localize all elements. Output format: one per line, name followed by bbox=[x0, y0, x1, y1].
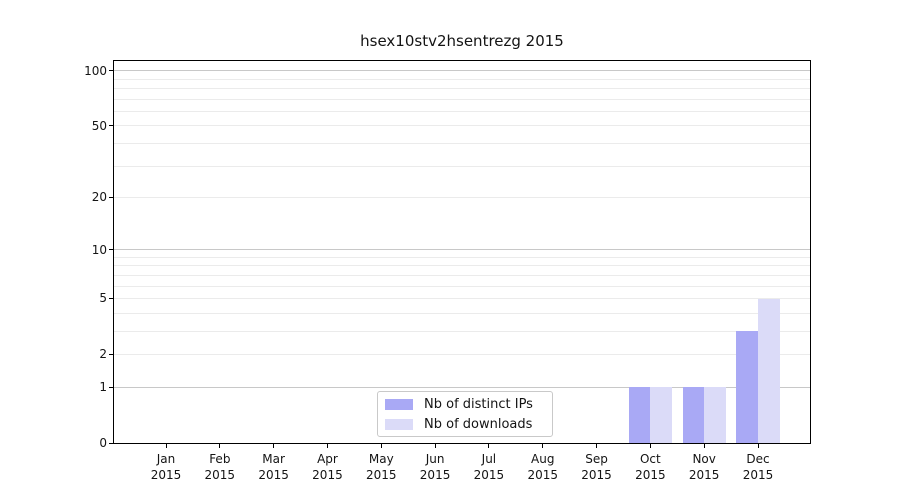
x-tick-month: Nov bbox=[692, 452, 716, 466]
gridline-minor-5 bbox=[114, 297, 810, 299]
bar-oct-downloads bbox=[650, 387, 672, 443]
x-tick-month: Mar bbox=[262, 452, 285, 466]
x-tick-mark-nov bbox=[703, 444, 705, 448]
x-tick-label-feb: Feb 2015 bbox=[190, 452, 250, 483]
gridline-minor-20 bbox=[114, 196, 810, 198]
x-tick-month: Sep bbox=[585, 452, 608, 466]
x-tick-year: 2015 bbox=[150, 467, 182, 482]
legend-label-downloads: Nb of downloads bbox=[424, 416, 533, 432]
y-tick-label-50: 50 bbox=[91, 118, 107, 133]
x-tick-label-sep: Sep 2015 bbox=[567, 452, 627, 483]
y-tick-mark-1 bbox=[109, 386, 113, 388]
x-tick-label-dec: Dec 2015 bbox=[728, 452, 788, 483]
x-tick-label-jun: Jun 2015 bbox=[405, 452, 465, 483]
gridline-minor-4 bbox=[114, 312, 810, 314]
bar-nov-distinct-ips bbox=[682, 387, 705, 443]
gridline-minor-80 bbox=[114, 88, 810, 90]
x-tick-label-jul: Jul 2015 bbox=[459, 452, 519, 483]
x-tick-mark-may bbox=[380, 444, 382, 448]
gridline-minor-7 bbox=[114, 274, 810, 276]
x-tick-mark-dec bbox=[757, 444, 759, 448]
y-tick-label-0: 0 bbox=[99, 436, 107, 450]
gridline-major-1 bbox=[114, 386, 810, 388]
y-tick-label-5: 5 bbox=[99, 291, 107, 306]
plot-area bbox=[113, 60, 811, 444]
x-tick-month: Feb bbox=[209, 452, 231, 466]
y-tick-mark-50 bbox=[109, 125, 113, 127]
x-tick-mark-mar bbox=[273, 444, 275, 448]
x-tick-year: 2015 bbox=[312, 467, 343, 482]
x-tick-month: Jun bbox=[425, 452, 445, 466]
x-tick-label-may: May 2015 bbox=[351, 452, 411, 483]
x-tick-mark-apr bbox=[326, 444, 328, 448]
x-tick-year: 2015 bbox=[473, 467, 505, 482]
y-tick-mark-10 bbox=[109, 249, 113, 251]
x-tick-label-nov: Nov 2015 bbox=[674, 452, 734, 483]
gridline-minor-40 bbox=[114, 142, 810, 144]
legend-swatch-distinct-ips bbox=[385, 398, 413, 410]
gridline-minor-2 bbox=[114, 353, 810, 355]
x-tick-label-jan: Jan 2015 bbox=[136, 452, 196, 483]
gridline-minor-60 bbox=[114, 110, 810, 112]
x-tick-label-apr: Apr 2015 bbox=[297, 452, 357, 483]
y-tick-mark-0 bbox=[109, 442, 113, 444]
x-tick-label-oct: Oct 2015 bbox=[620, 452, 680, 483]
y-tick-mark-100 bbox=[109, 70, 113, 72]
x-tick-month: May bbox=[368, 452, 394, 466]
y-tick-label-20: 20 bbox=[91, 190, 107, 205]
x-tick-label-mar: Mar 2015 bbox=[244, 452, 304, 483]
x-tick-year: 2015 bbox=[688, 467, 720, 482]
y-tick-mark-20 bbox=[109, 196, 113, 198]
x-tick-mark-jan bbox=[165, 444, 167, 448]
x-tick-month: Apr bbox=[317, 452, 338, 466]
x-tick-month: Dec bbox=[746, 452, 770, 466]
gridline-minor-50 bbox=[114, 125, 810, 127]
y-tick-mark-5 bbox=[109, 297, 113, 299]
x-tick-month: Jul bbox=[481, 452, 497, 466]
x-tick-month: Oct bbox=[639, 452, 661, 466]
gridline-minor-3 bbox=[114, 330, 810, 332]
x-tick-mark-feb bbox=[219, 444, 221, 448]
y-tick-mark-2 bbox=[109, 353, 113, 355]
x-tick-year: 2015 bbox=[204, 467, 236, 482]
gridline-minor-8 bbox=[114, 265, 810, 267]
x-tick-year: 2015 bbox=[635, 467, 666, 482]
x-tick-mark-jul bbox=[488, 444, 490, 448]
gridline-minor-9 bbox=[114, 256, 810, 258]
legend: Nb of distinct IPs Nb of downloads bbox=[377, 391, 553, 437]
y-tick-label-10: 10 bbox=[91, 242, 107, 257]
gridline-minor-90 bbox=[114, 78, 810, 80]
x-tick-mark-oct bbox=[649, 444, 651, 448]
x-tick-year: 2015 bbox=[742, 467, 774, 482]
x-tick-mark-sep bbox=[596, 444, 598, 448]
gridline-major-10 bbox=[114, 249, 810, 251]
gridline-minor-30 bbox=[114, 165, 810, 167]
x-tick-year: 2015 bbox=[527, 467, 558, 482]
y-tick-label-1: 1 bbox=[99, 380, 107, 395]
legend-row-0: Nb of distinct IPs bbox=[378, 396, 552, 413]
gridline-minor-70 bbox=[114, 98, 810, 100]
bar-nov-downloads bbox=[704, 387, 726, 443]
chart-title: hsex10stv2hsentrezg 2015 bbox=[360, 32, 564, 50]
y-tick-label-100: 100 bbox=[84, 63, 107, 78]
bar-dec-downloads bbox=[758, 298, 780, 443]
bar-oct-distinct-ips bbox=[628, 387, 651, 443]
x-tick-year: 2015 bbox=[419, 467, 451, 482]
x-tick-year: 2015 bbox=[365, 467, 397, 482]
gridline-minor-6 bbox=[114, 285, 810, 287]
x-tick-year: 2015 bbox=[258, 467, 289, 482]
y-tick-label-2: 2 bbox=[99, 347, 107, 362]
legend-label-distinct-ips: Nb of distinct IPs bbox=[424, 396, 533, 412]
x-tick-month: Aug bbox=[531, 452, 555, 466]
x-tick-year: 2015 bbox=[581, 467, 612, 482]
x-tick-mark-jun bbox=[434, 444, 436, 448]
x-tick-month: Jan bbox=[156, 452, 176, 466]
x-tick-label-aug: Aug 2015 bbox=[513, 452, 573, 483]
bar-dec-distinct-ips bbox=[736, 331, 758, 443]
gridline-major-100 bbox=[114, 70, 810, 72]
legend-row-1: Nb of downloads bbox=[378, 416, 552, 433]
legend-swatch-downloads bbox=[385, 418, 413, 430]
x-tick-mark-aug bbox=[542, 444, 544, 448]
